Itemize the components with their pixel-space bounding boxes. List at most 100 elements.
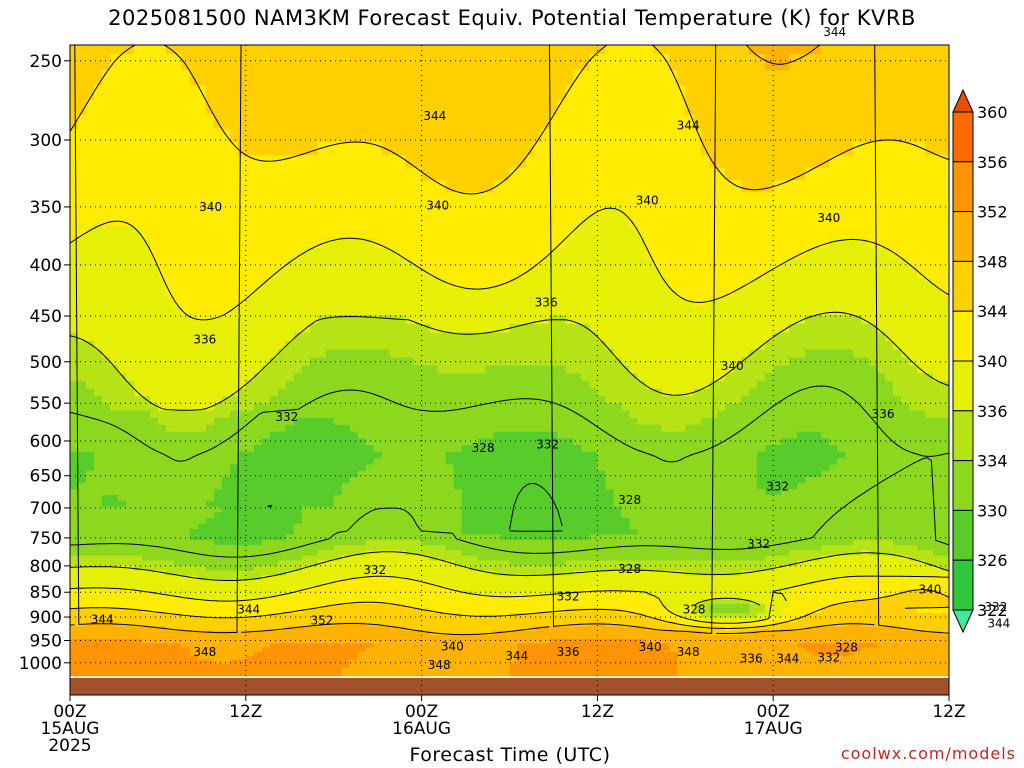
contour-328 <box>267 506 563 532</box>
colorbar-label: 336 <box>977 402 1008 421</box>
colorbar-swatch <box>952 460 974 511</box>
contour-336 <box>70 311 949 411</box>
y-tick-label: 350 <box>30 198 62 218</box>
contour-344 <box>904 606 949 609</box>
contour-label: 328 <box>618 562 641 576</box>
colorbar-max-arrow <box>952 88 974 113</box>
y-tick-label: 250 <box>30 52 62 72</box>
colorbar-label: 356 <box>977 153 1008 172</box>
contour-label: 336 <box>193 333 216 347</box>
colorbar-label: 348 <box>977 252 1008 271</box>
contour-348 <box>70 623 875 636</box>
contour-332 <box>70 457 949 558</box>
colorbar-label: 330 <box>977 501 1008 520</box>
contour-label: 332 <box>536 438 559 452</box>
contour-label: 344 <box>91 612 114 626</box>
contour-lines <box>70 45 949 636</box>
y-tick-label: 300 <box>30 131 62 151</box>
colorbar-label: 326 <box>977 551 1008 570</box>
contour-label: 340 <box>639 640 662 654</box>
contour-label: 336 <box>872 407 895 421</box>
y-tick-label: 1000 <box>19 654 62 674</box>
contour-label: 332 <box>817 651 840 665</box>
contour-344 <box>70 45 949 195</box>
x-tick-label: 12Z <box>229 702 262 722</box>
colorbar-label: 344 <box>977 302 1008 321</box>
contour-label: 344 <box>237 603 260 617</box>
y-tick-label: 500 <box>30 353 62 373</box>
x-tick-label: 00Z <box>405 702 438 722</box>
x-tick-label: 15AUG <box>41 719 100 739</box>
x-axis-title: Forecast Time (UTC) <box>409 744 611 766</box>
colorbar-label: 360 <box>977 103 1008 122</box>
contour-label: 352 <box>311 613 334 627</box>
contour-label: 340 <box>636 194 659 208</box>
contour-label: 332 <box>275 410 298 424</box>
y-tick-label: 700 <box>30 499 62 519</box>
contour-label: 332 <box>766 479 789 493</box>
x-tick-label: 2025 <box>48 736 91 756</box>
colorbar-min-arrow <box>952 609 974 634</box>
contour-label: 340 <box>199 200 222 214</box>
colorbar-label: 334 <box>977 452 1008 471</box>
contour-348 <box>74 45 949 634</box>
colorbar-label: 322 <box>977 601 1008 620</box>
colorbar-swatch <box>952 211 974 262</box>
colorbar-swatch <box>952 260 974 312</box>
contour-336 <box>693 597 761 606</box>
contour-label: 328 <box>472 441 495 455</box>
y-tick-label: 850 <box>30 583 62 603</box>
contour-label: 328 <box>835 640 858 654</box>
y-tick-label: 900 <box>30 608 62 628</box>
y-tick-label: 550 <box>30 394 62 414</box>
contour-340 <box>70 207 949 321</box>
contour-label: 340 <box>426 199 449 213</box>
credit-link[interactable]: coolwx.com/models <box>840 744 1016 763</box>
contour-label: 332 <box>363 563 386 577</box>
colorbar-label: 352 <box>977 203 1008 222</box>
contour-label: 328 <box>683 603 706 617</box>
contour-label: 340 <box>441 639 464 653</box>
contour-344 <box>70 588 949 629</box>
contour-340 <box>70 575 949 624</box>
contour-label: 340 <box>817 211 840 225</box>
contour-332 <box>70 385 949 463</box>
contour-label: 348 <box>677 645 700 659</box>
x-tick-label: 16AUG <box>392 719 451 739</box>
colorbar: 360 356 352 348 344 340 336 334 330 326 322 <box>952 88 1008 634</box>
y-tick-label: 450 <box>30 307 62 327</box>
y-tick-label: 750 <box>30 529 62 549</box>
contour-label: 340 <box>919 583 942 597</box>
colorbar-label: 340 <box>977 352 1008 371</box>
x-tick-label: 00Z <box>757 702 790 722</box>
contour-label: 332 <box>557 589 580 603</box>
x-tick-label: 12Z <box>932 702 965 722</box>
contour-label: 336 <box>740 651 763 665</box>
ground-band <box>70 678 949 695</box>
contour-label: 348 <box>193 645 216 659</box>
contour-label: 348 <box>428 658 451 672</box>
y-tick-label: 400 <box>30 256 62 276</box>
gridlines <box>70 45 949 695</box>
y-tick-label: 800 <box>30 557 62 577</box>
contour-label: 344 <box>776 651 799 665</box>
contour-label: 328 <box>618 493 641 507</box>
contour-label: 344 <box>505 649 528 663</box>
contour-340 <box>773 592 787 602</box>
colorbar-swatch <box>952 111 974 163</box>
contour-label: 344 <box>677 118 700 132</box>
x-tick-label: 00Z <box>53 702 86 722</box>
colorbar-swatch <box>952 509 974 561</box>
contour-label: 344 <box>423 109 446 123</box>
contour-label: 344 <box>823 25 846 39</box>
y-axis: 250 300 350 400 450 500 550 600 650 700 750 800 850 9… <box>19 52 70 674</box>
contour-label: 336 <box>557 645 580 659</box>
contour-336 <box>70 551 949 581</box>
y-tick-label: 950 <box>30 632 62 652</box>
plot-frame <box>69 44 950 696</box>
colorbar-swatch <box>952 161 974 213</box>
colorbar-swatch <box>952 360 974 412</box>
equiv-potential-temperature-field <box>70 45 949 695</box>
